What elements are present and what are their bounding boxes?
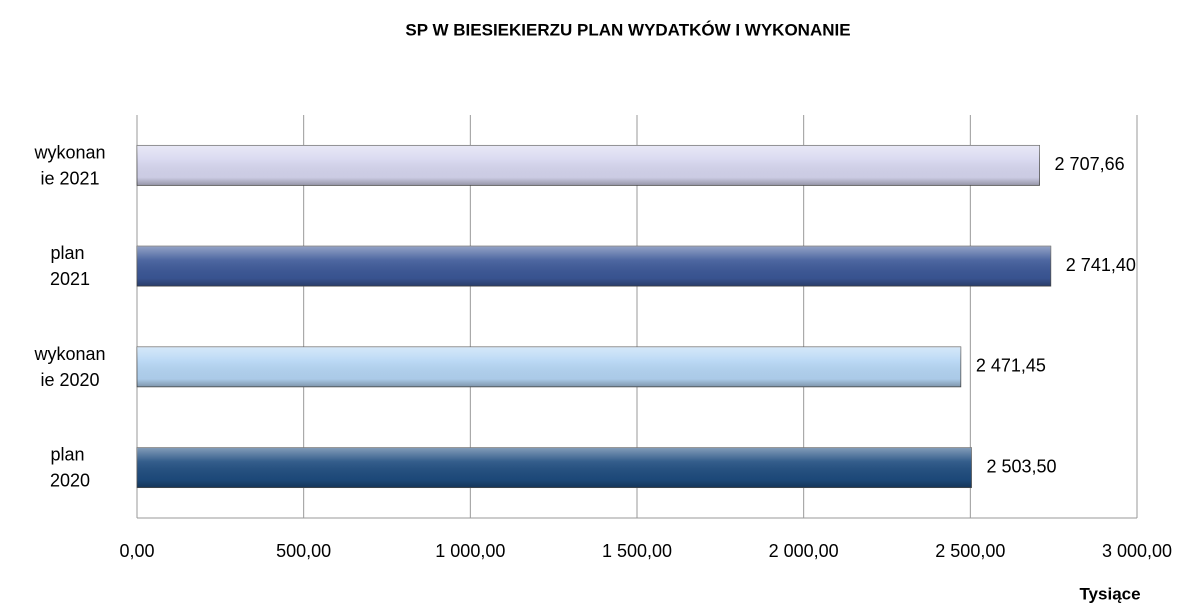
x-tick-label: 3 000,00 — [1102, 541, 1172, 561]
data-label: 2 471,45 — [976, 356, 1046, 376]
label-line: ie 2021 — [40, 168, 99, 188]
label-line: plan — [50, 243, 89, 263]
chart-title: SP W BIESIEKIERZU PLAN WYDATKÓW I WYKONA… — [405, 20, 850, 39]
y-tick-label: wykonan ie 2021 — [33, 142, 105, 188]
data-label: 2 741,40 — [1066, 255, 1136, 275]
x-tick-label: 1 500,00 — [602, 541, 672, 561]
bar-shine — [137, 447, 972, 488]
x-tick-label: 2 000,00 — [769, 541, 839, 561]
x-tick-label: 1 000,00 — [435, 541, 505, 561]
label-line: 2020 — [50, 470, 90, 490]
data-label: 2 707,66 — [1055, 154, 1125, 174]
label-line: wykonan — [33, 142, 105, 162]
x-tick-label: 2 500,00 — [935, 541, 1005, 561]
y-tick-label: plan 2020 — [50, 444, 90, 490]
x-axis-label: Tysiące — [1079, 584, 1140, 603]
x-tick-label: 500,00 — [276, 541, 331, 561]
label-line: 2021 — [50, 269, 90, 289]
bar-shine — [137, 246, 1051, 287]
label-line: ie 2020 — [40, 370, 99, 390]
label-line: plan — [50, 444, 89, 464]
bar-shine — [137, 346, 961, 387]
label-line: wykonan — [33, 344, 105, 364]
y-tick-label: plan 2021 — [50, 243, 90, 289]
x-tick-label: 0,00 — [119, 541, 154, 561]
bar-shine — [137, 145, 1040, 186]
data-label: 2 503,50 — [987, 456, 1057, 476]
y-tick-label: wykonan ie 2020 — [33, 344, 105, 390]
